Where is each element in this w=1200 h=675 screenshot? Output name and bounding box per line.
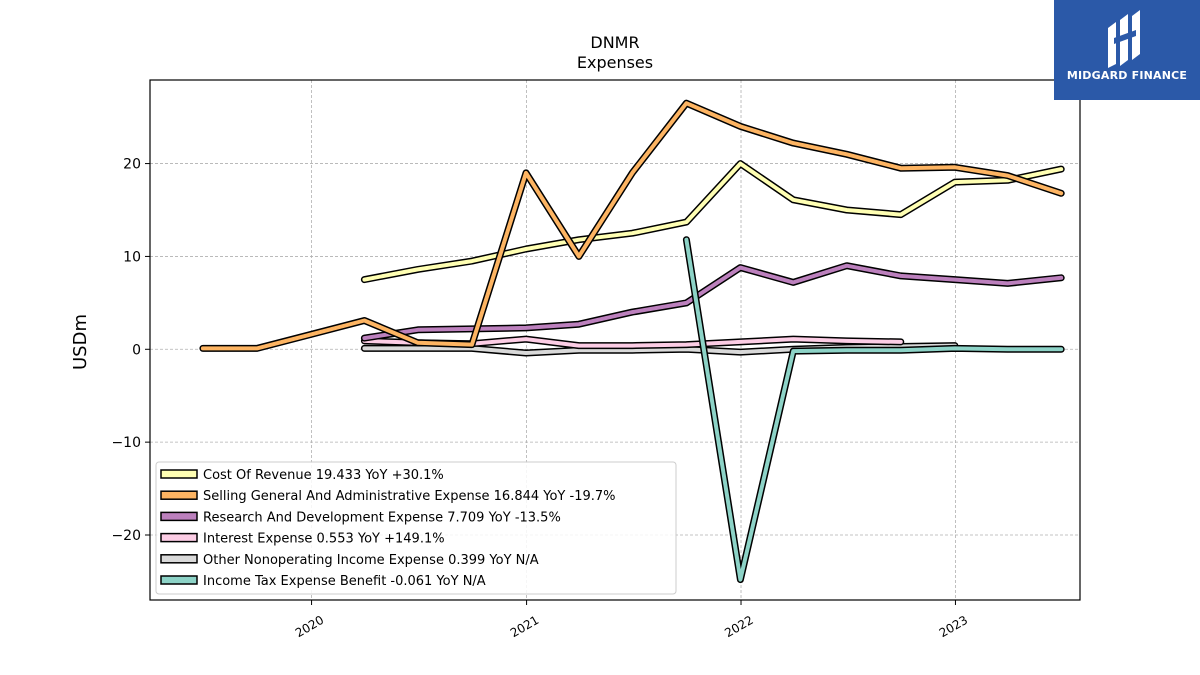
y-tick-label: 10 [123,249,141,265]
x-tick-label: 2023 [937,613,970,640]
legend-entry: Income Tax Expense Benefit -0.061 YoY N/… [203,574,486,589]
y-tick-label: −10 [111,435,141,451]
series-stroke [362,263,1064,341]
x-tick-label: 2022 [722,613,755,640]
series-outline [682,236,1065,584]
y-tick-label: 0 [132,342,141,358]
legend-entry: Cost Of Revenue 19.433 YoY +30.1% [203,468,444,483]
chart-subtitle: Expenses [577,53,653,72]
series-lines [199,99,1065,584]
chart-title: DNMR [590,33,639,52]
series-stroke [684,237,1064,582]
y-tick-label: 20 [123,157,141,173]
legend-entry: Research And Development Expense 7.709 Y… [203,510,561,525]
legend-swatch [160,490,198,500]
midgard-logo-icon [1108,10,1140,68]
x-tick-label: 2020 [293,613,326,640]
y-tick-label: −20 [111,528,141,544]
legend-swatch [160,575,198,585]
series-stroke [362,161,1064,282]
plot-frame [149,79,1081,601]
legend-swatch [160,532,198,543]
legend-entry: Selling General And Administrative Expen… [203,489,616,504]
series-line-1 [199,99,1065,352]
series-line-0 [360,160,1065,284]
x-tick-label: 2021 [508,613,541,640]
legend-swatch [160,511,198,522]
series-line-5 [682,236,1065,584]
midgard-finance-logo: MIDGARD FINANCE [1054,0,1200,100]
series-stroke [200,101,1064,351]
legend-box [155,461,677,595]
legend: Cost Of Revenue 19.433 YoY +30.1% Selling… [155,461,677,595]
legend-entry: Interest Expense 0.553 YoY +149.1% [203,532,445,547]
legend-swatch [160,469,198,479]
logo-text: MIDGARD FINANCE [1066,69,1188,82]
legend-swatch [160,554,198,564]
series-line-2 [360,262,1065,342]
legend-entry: Other Nonoperating Income Expense 0.399 … [203,553,539,568]
y-axis-label: USDm [70,314,91,370]
